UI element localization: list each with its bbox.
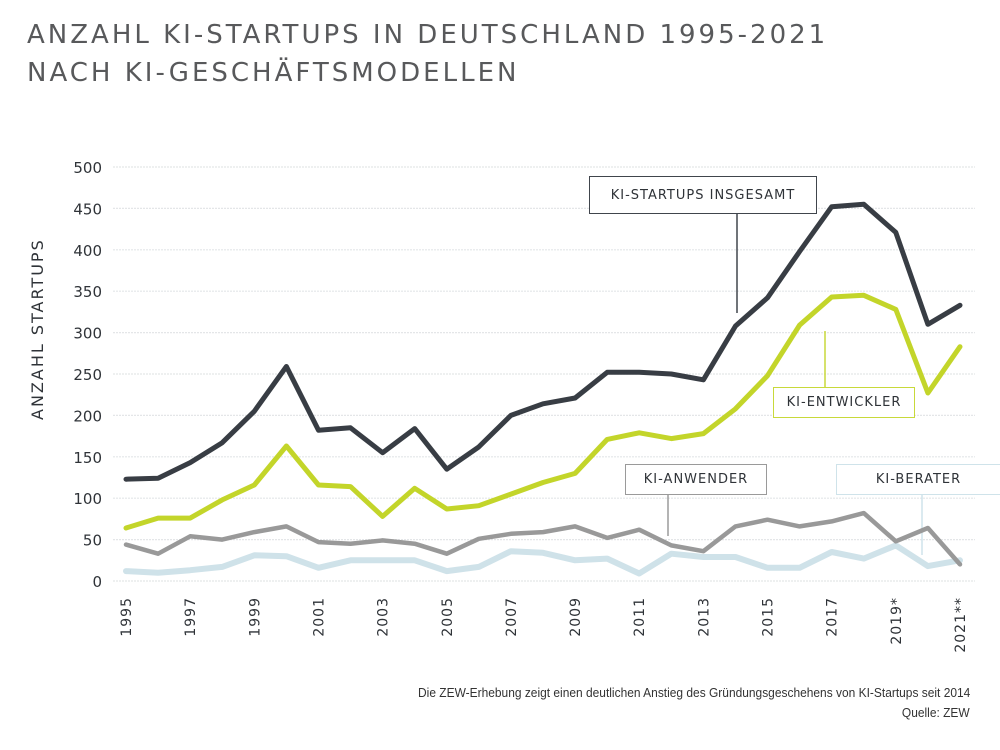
y-tick-label-100: 100 xyxy=(73,490,102,508)
x-tick-labels: 1995 1997 1999 2001 2003 2005 2007 2009 2011 2013… xyxy=(119,597,969,653)
chart-title-line-2: NACH KI-GESCHÄFTSMODELLEN xyxy=(27,58,520,88)
x-tick-label-1997: 1997 xyxy=(183,597,199,637)
x-tick-label-1995: 1995 xyxy=(119,597,135,637)
series-line-ki-berater xyxy=(123,542,963,577)
annotation-ki-startups-insgesamt: KI-STARTUPS INSGESAMT xyxy=(589,176,817,214)
chart-source: Quelle: ZEW xyxy=(902,705,970,720)
x-tick-label-2019*: 2019* xyxy=(889,597,905,645)
x-tick-label-2013: 2013 xyxy=(696,597,712,637)
y-tick-label-300: 300 xyxy=(73,325,102,343)
y-tick-label-150: 150 xyxy=(73,449,102,467)
x-tick-label-2007: 2007 xyxy=(504,597,520,637)
y-tick-label-450: 450 xyxy=(73,200,102,218)
x-tick-label-2001: 2001 xyxy=(311,597,327,637)
x-tick-label-2009: 2009 xyxy=(568,597,584,637)
y-tick-label-500: 500 xyxy=(73,159,102,177)
annotation-ki-anwender: KI-ANWENDER xyxy=(625,464,767,495)
chart-title-line-1: ANZAHL KI-STARTUPS IN DEUTSCHLAND 1995-2… xyxy=(27,20,829,50)
y-tick-labels: 0 50 100 150 200 250 300 350 400 450 500 xyxy=(73,159,102,591)
x-tick-label-2003: 2003 xyxy=(376,597,392,637)
y-tick-label-350: 350 xyxy=(73,283,102,301)
y-tick-label-200: 200 xyxy=(73,407,102,425)
x-tick-label-2015: 2015 xyxy=(761,597,777,637)
x-tick-label-1999: 1999 xyxy=(247,597,263,637)
x-tick-label-2021**: 2021** xyxy=(953,597,969,653)
annotation-ki-entwickler: KI-ENTWICKLER xyxy=(773,387,915,418)
x-tick-label-2011: 2011 xyxy=(632,597,648,637)
y-tick-label-50: 50 xyxy=(83,532,102,550)
series-line-ki-anwender xyxy=(123,510,963,567)
annotation-leader-lines xyxy=(667,214,923,555)
series-lines xyxy=(123,201,963,577)
y-tick-label-400: 400 xyxy=(73,242,102,260)
y-tick-label-250: 250 xyxy=(73,366,102,384)
series-line-ki-entwickler xyxy=(123,292,963,531)
annotation-ki-berater: KI-BERATER xyxy=(836,464,1000,495)
x-tick-label-2017: 2017 xyxy=(825,597,841,637)
chart-caption: Die ZEW-Erhebung zeigt einen deutlichen … xyxy=(417,685,970,700)
x-tick-label-2005: 2005 xyxy=(440,597,456,637)
series-line-ki-startups-insgesamt xyxy=(123,201,963,482)
y-tick-label-0: 0 xyxy=(92,573,102,591)
